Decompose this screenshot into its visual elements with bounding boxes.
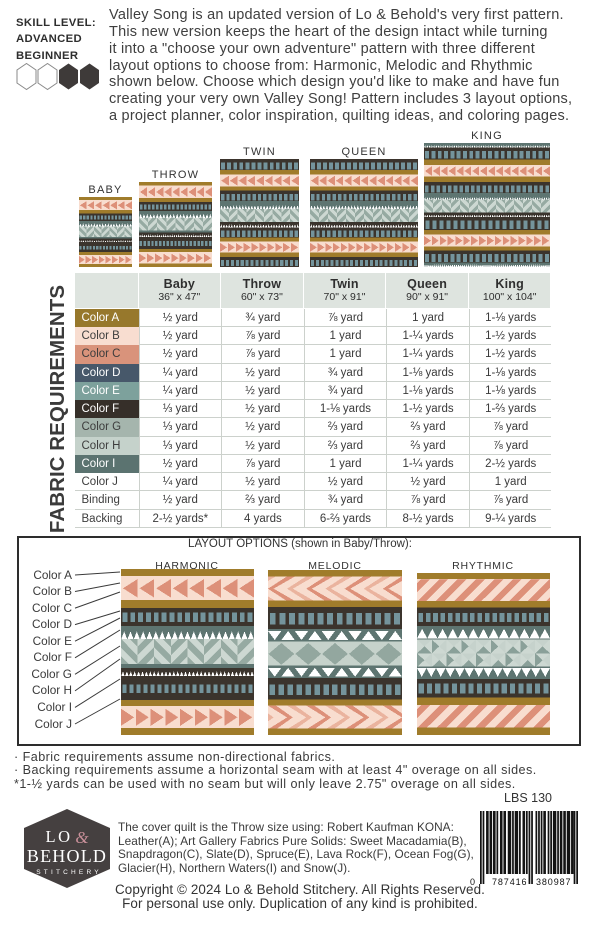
svg-text:0: 0 [470,877,475,887]
svg-text:BEHOLD: BEHOLD [27,846,107,866]
svg-text:&: & [75,828,89,847]
svg-text:380987: 380987 [536,877,571,887]
svg-text:787416: 787416 [492,877,527,887]
svg-text:STITCHERY: STITCHERY [36,869,102,876]
svg-text:LO: LO [46,827,73,846]
